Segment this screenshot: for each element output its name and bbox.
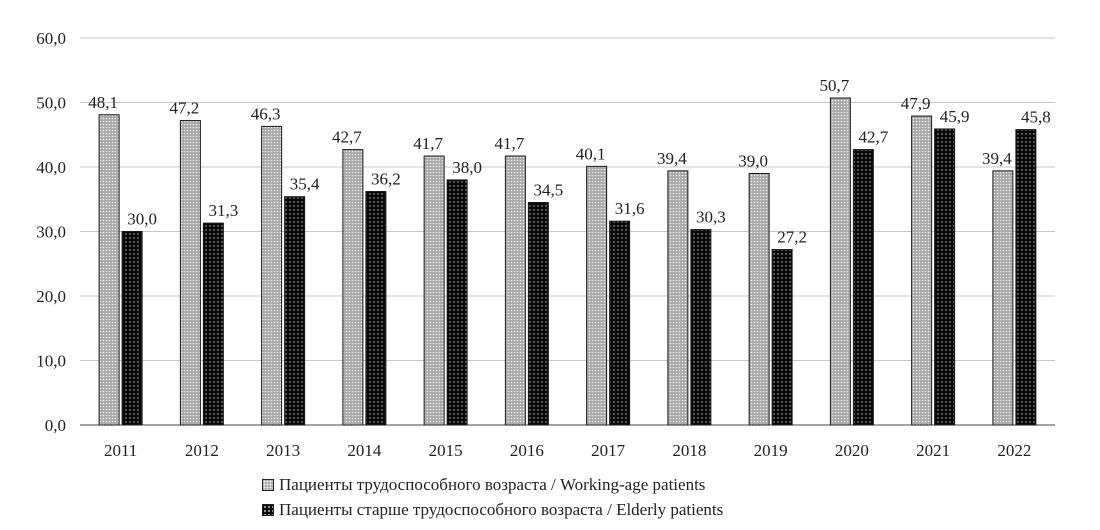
data-label-working-age: 47,9	[901, 94, 931, 113]
bar-working-age	[829, 97, 851, 426]
bar-elderly	[934, 128, 956, 426]
data-label-working-age: 39,0	[738, 151, 768, 170]
data-label-working-age: 42,7	[332, 128, 362, 147]
x-axis-ticks: 2011 2012 2013 2014 2015 2016 2017 2018 2019 2020…	[104, 441, 1031, 460]
x-tick-label: 2018	[672, 441, 706, 460]
data-label-working-age: 50,7	[820, 76, 850, 95]
legend-swatch-working-age	[262, 478, 274, 491]
y-tick-label: 30,0	[36, 223, 66, 242]
data-label-working-age: 41,7	[495, 134, 525, 153]
x-tick-label: 2011	[104, 441, 137, 460]
x-tick-label: 2017	[591, 441, 626, 460]
legend-label-elderly: Пациенты старше трудоспособного возраста…	[279, 500, 724, 519]
legend-item-elderly: Пациенты старше трудоспособного возраста…	[262, 497, 723, 522]
data-label-elderly: 42,7	[859, 128, 889, 147]
bar-elderly	[365, 191, 387, 426]
data-label-elderly: 35,4	[290, 175, 320, 194]
bar-working-age	[911, 115, 933, 426]
x-tick-label: 2015	[429, 441, 463, 460]
bars	[98, 97, 1037, 426]
y-tick-label: 10,0	[36, 352, 66, 371]
data-label-elderly: 34,5	[534, 180, 564, 199]
bar-elderly	[852, 149, 874, 426]
x-tick-label: 2019	[754, 441, 788, 460]
bar-elderly	[527, 201, 549, 426]
bar-working-age	[342, 149, 364, 426]
data-label-elderly: 31,6	[615, 199, 645, 218]
data-label-working-age: 41,7	[413, 134, 443, 153]
bar-working-age	[504, 155, 526, 426]
y-axis-ticks: 0,0 10,0 20,0 30,0 40,0 50,0 60,0	[36, 29, 66, 435]
data-label-working-age: 47,2	[170, 99, 200, 118]
bar-elderly	[1015, 129, 1037, 426]
data-label-elderly: 30,3	[696, 208, 726, 227]
bar-working-age	[748, 172, 770, 426]
x-tick-label: 2012	[185, 441, 219, 460]
data-labels: 48,1 30,0 47,2 31,3 46,3 35,4 42,7 36,2 41,7 38,0…	[88, 76, 1051, 247]
bar-elderly	[690, 229, 712, 426]
data-label-elderly: 31,3	[209, 201, 239, 220]
bar-working-age	[423, 155, 445, 426]
data-label-working-age: 48,1	[88, 93, 118, 112]
x-tick-label: 2021	[916, 441, 950, 460]
bar-working-age	[98, 114, 120, 426]
x-tick-label: 2020	[835, 441, 869, 460]
data-label-elderly: 27,2	[777, 228, 807, 247]
bar-working-age	[179, 120, 201, 426]
data-label-working-age: 46,3	[251, 104, 281, 123]
bar-elderly	[202, 222, 224, 426]
legend: Пациенты трудоспособного возраста / Work…	[262, 472, 723, 522]
x-tick-label: 2022	[997, 441, 1031, 460]
y-tick-label: 40,0	[36, 158, 66, 177]
y-tick-label: 0,0	[45, 416, 66, 435]
x-tick-label: 2014	[347, 441, 382, 460]
data-label-elderly: 45,8	[1021, 108, 1051, 127]
data-label-elderly: 36,2	[371, 170, 401, 189]
x-tick-label: 2016	[510, 441, 544, 460]
legend-label-working-age: Пациенты трудоспособного возраста / Work…	[279, 475, 706, 494]
data-label-elderly: 38,0	[452, 158, 482, 177]
bar-elderly	[609, 220, 631, 426]
bar-elderly	[121, 231, 143, 426]
bar-working-age	[586, 165, 608, 426]
gridlines	[80, 37, 1055, 426]
data-label-working-age: 39,4	[982, 149, 1012, 168]
data-label-working-age: 39,4	[657, 149, 687, 168]
bar-elderly	[446, 179, 468, 426]
data-label-elderly: 45,9	[940, 107, 970, 126]
bar-elderly	[284, 196, 306, 426]
data-label-elderly: 30,0	[127, 210, 157, 229]
y-tick-label: 60,0	[36, 29, 66, 48]
bar-working-age	[667, 170, 689, 426]
legend-swatch-elderly	[262, 503, 274, 516]
y-tick-label: 50,0	[36, 94, 66, 113]
bar-elderly	[771, 249, 793, 426]
bar-working-age	[261, 125, 283, 426]
x-tick-label: 2013	[266, 441, 300, 460]
data-label-working-age: 40,1	[576, 144, 606, 163]
bar-working-age	[992, 170, 1014, 426]
y-tick-label: 20,0	[36, 287, 66, 306]
legend-item-working-age: Пациенты трудоспособного возраста / Work…	[262, 472, 723, 497]
